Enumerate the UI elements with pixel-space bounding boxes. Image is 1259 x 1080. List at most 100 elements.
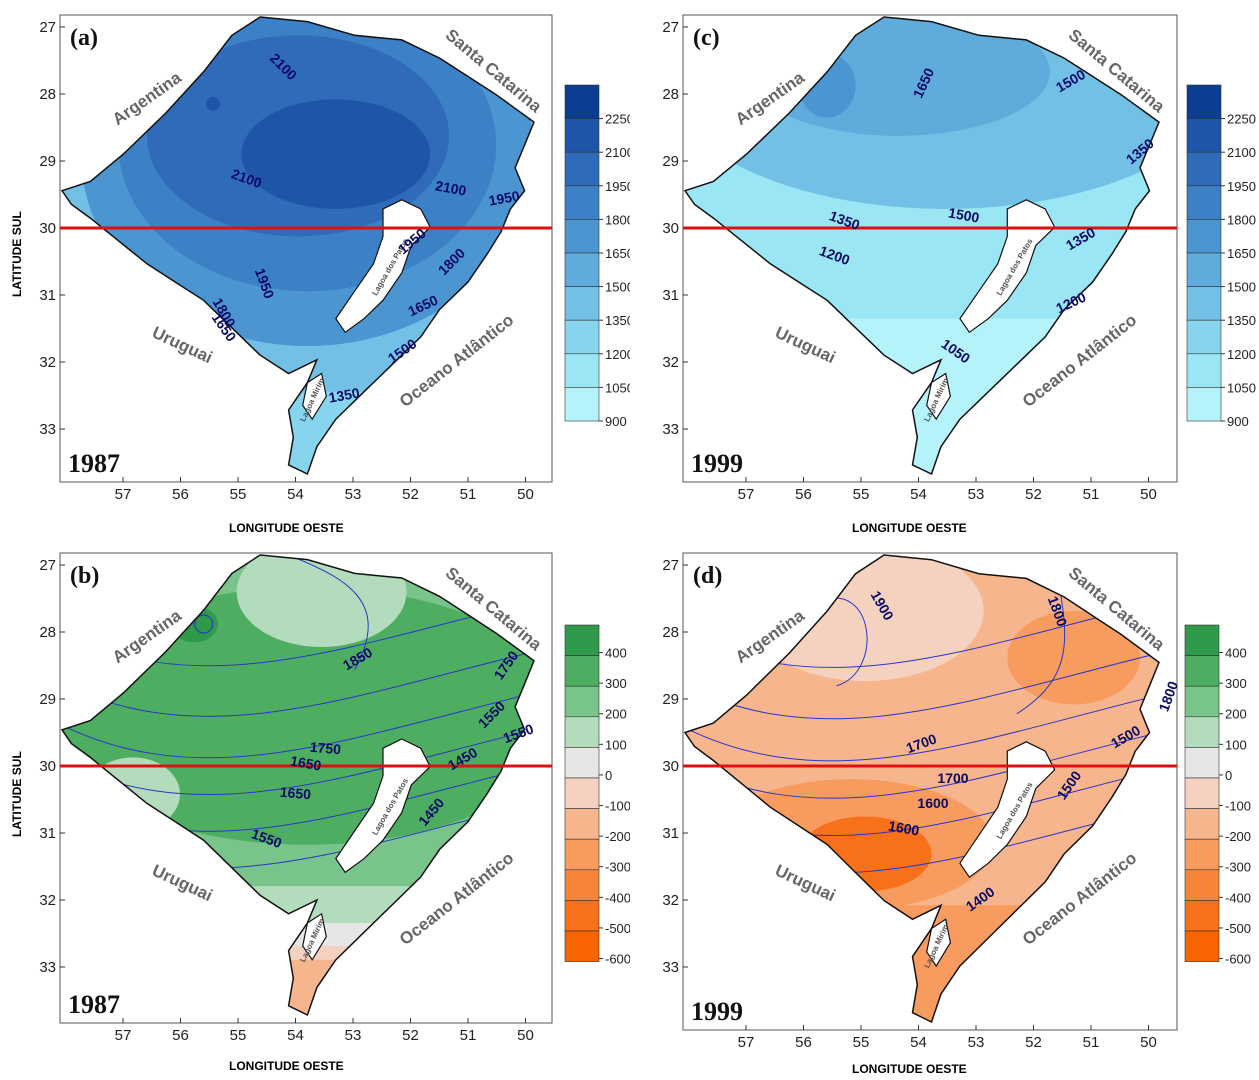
lat-tick-label: 31 xyxy=(662,287,679,304)
colorbar-tick: 400 xyxy=(1225,646,1247,661)
state-outline xyxy=(60,554,535,1017)
colorbar-tick: 200 xyxy=(605,707,627,722)
colorbar-tick: 1950 xyxy=(605,179,630,194)
lat-tick-label: 33 xyxy=(39,421,56,438)
panel-c: Lagoa dos Patos Lagoa Mirim 27 28 29 30 31 32 33… xyxy=(630,0,1259,540)
contour-label: 1600 xyxy=(917,795,948,811)
colorbar-tick: 1350 xyxy=(1227,313,1256,328)
lat-tick-label: 30 xyxy=(39,220,56,237)
colorbar-tick: 1050 xyxy=(605,380,630,395)
colorbar-tick: 300 xyxy=(605,676,627,691)
lon-tick-label: 57 xyxy=(115,1027,132,1044)
lagoa-dos-patos xyxy=(959,199,1056,334)
lat-tick-label: 33 xyxy=(39,959,56,976)
contour-label: 1650 xyxy=(289,752,323,773)
colorbar-cell xyxy=(564,219,600,254)
colorbar-tick: -100 xyxy=(605,799,630,814)
contour-line xyxy=(685,652,1159,720)
panel-label: (b) xyxy=(70,563,99,589)
colorbar-cell xyxy=(1186,219,1222,254)
colorbar-tick: 1800 xyxy=(605,212,630,227)
lon-tick-label: 55 xyxy=(853,486,870,503)
lon-tick-label: 57 xyxy=(738,1034,755,1051)
colorbar-tick: -400 xyxy=(605,890,630,905)
panel-d: Lagoa dos Patos Lagoa Mirim 27 28 29 30 31 32 33… xyxy=(630,540,1259,1075)
ylabel-bottom: LATITUDE SUL xyxy=(10,751,24,837)
colorbar-cell xyxy=(1186,387,1222,422)
colorbar-cell xyxy=(1184,838,1220,871)
colorbar-cell xyxy=(564,777,600,809)
lat-tick-label: 33 xyxy=(662,421,679,438)
colorbar-cell xyxy=(564,319,600,355)
colorbar-cell xyxy=(1186,353,1222,388)
state-outline xyxy=(683,16,1160,476)
colorbar-cell xyxy=(564,838,600,871)
lon-tick-label: 51 xyxy=(1083,1034,1100,1051)
lat-tick-label: 27 xyxy=(39,557,56,574)
lon-tick-label: 53 xyxy=(345,486,362,503)
colorbar-cell xyxy=(564,353,600,388)
lagoa-mirim xyxy=(926,372,952,421)
colorbar-tick: -300 xyxy=(605,860,630,875)
colorbar-tick: 2100 xyxy=(1227,145,1256,160)
panel-b: Lagoa dos Patos Lagoa Mirim 27 28 29 30 31 32 33… xyxy=(0,540,631,1075)
panel-year: 1987 xyxy=(68,990,120,1019)
lat-tick-label: 32 xyxy=(662,892,679,909)
colorbar-cell xyxy=(1184,900,1220,932)
xlabel-b: LONGITUDE OESTE xyxy=(229,1059,344,1073)
lagoa-dos-patos xyxy=(335,199,431,334)
colorbar-cell xyxy=(1184,624,1220,656)
colorbar: 400 300 200 100 0 -100 -200 -300 -400 -500 -600 xyxy=(1184,624,1251,967)
lat-tick-label: 31 xyxy=(39,287,56,304)
lagoa-mirim xyxy=(926,918,952,968)
colorbar-cell xyxy=(1184,777,1220,809)
colorbar-tick: 1350 xyxy=(605,313,630,328)
lon-tick-label: 51 xyxy=(1083,486,1100,503)
colorbar-tick: 1500 xyxy=(1227,280,1256,295)
colorbar-cell xyxy=(1184,655,1220,687)
contour-line xyxy=(62,651,534,717)
colorbar-cell xyxy=(564,808,600,840)
contour-line xyxy=(62,692,534,759)
lon-tick-label: 51 xyxy=(460,1027,477,1044)
colorbar-cell xyxy=(1184,869,1220,901)
lagoa-dos-patos xyxy=(959,741,1056,879)
state-outline xyxy=(683,554,1160,1024)
panel-year: 1987 xyxy=(68,449,120,478)
colorbar-cell xyxy=(1186,185,1222,220)
lon-tick-label: 53 xyxy=(968,1034,985,1051)
colorbar-tick: 1500 xyxy=(605,280,630,295)
lon-tick-label: 50 xyxy=(517,486,534,503)
colorbar-cell xyxy=(1186,252,1222,287)
colorbar-tick: 2250 xyxy=(605,112,630,127)
colorbar-cell xyxy=(564,900,600,932)
lon-tick-label: 56 xyxy=(795,1034,812,1051)
lon-tick-label: 52 xyxy=(402,1027,419,1044)
colorbar-tick: 0 xyxy=(1225,768,1232,783)
lon-tick-label: 57 xyxy=(115,486,132,503)
lat-tick-label: 28 xyxy=(39,86,56,103)
lat-tick-label: 27 xyxy=(39,19,56,36)
colorbar-cell xyxy=(564,252,600,287)
colorbar-tick: 1050 xyxy=(1227,380,1256,395)
colorbar-tick: -200 xyxy=(1225,829,1251,844)
xlabel-a: LONGITUDE OESTE xyxy=(229,521,344,535)
colorbar-tick: 1200 xyxy=(605,347,630,362)
lon-tick-label: 56 xyxy=(172,486,189,503)
contour-line xyxy=(288,555,369,671)
colorbar-cell xyxy=(1184,930,1220,962)
contour-label: 1600 xyxy=(887,817,921,838)
lon-tick-label: 54 xyxy=(287,486,304,503)
contour-label: 1650 xyxy=(279,784,312,803)
panel-year: 1999 xyxy=(691,997,743,1026)
colorbar-cell xyxy=(564,185,600,220)
lon-tick-label: 52 xyxy=(1025,1034,1042,1051)
state-outline xyxy=(60,16,535,476)
colorbar-tick: 100 xyxy=(1225,737,1247,752)
lat-tick-label: 32 xyxy=(39,892,56,909)
xlabel-d: LONGITUDE OESTE xyxy=(852,1062,967,1076)
contour-line xyxy=(194,614,214,634)
